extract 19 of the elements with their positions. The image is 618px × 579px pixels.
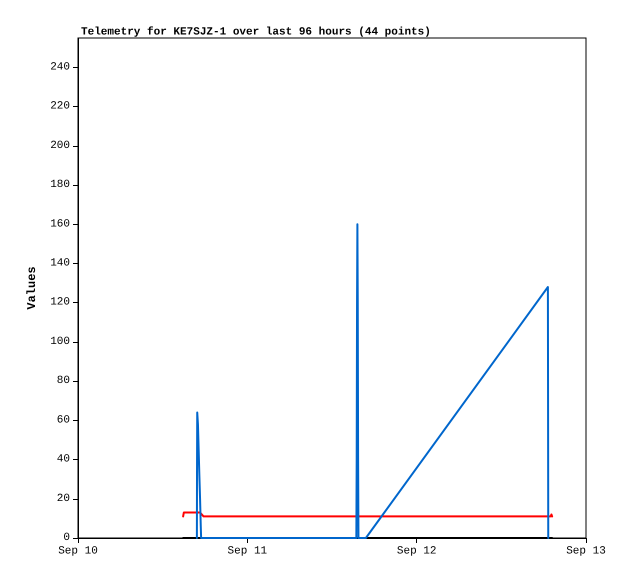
y-tick-label: 240	[50, 61, 70, 74]
y-tick-label: 200	[50, 140, 70, 152]
chart-title: Telemetry for KE7SJZ-1 over last 96 hours (44 points)	[81, 26, 431, 38]
y-tick-label: 80	[56, 375, 70, 388]
x-tick-label: Sep 10	[58, 546, 98, 558]
y-tick-label: 180	[50, 179, 70, 192]
y-tick-label: 0	[63, 532, 70, 544]
y-axis-title: Values	[25, 266, 39, 310]
y-tick-label: 160	[50, 218, 70, 230]
y-tick-label: 60	[56, 414, 70, 426]
y-tick-label: 20	[56, 492, 70, 505]
y-tick-label: 140	[50, 257, 70, 270]
y-tick-label: 120	[50, 296, 70, 309]
y-tick-label: 100	[50, 336, 70, 348]
x-tick-label: Sep 12	[396, 546, 436, 558]
x-tick-label: Sep 13	[566, 546, 606, 558]
x-tick-label: Sep 11	[228, 546, 268, 558]
y-tick-label: 40	[56, 454, 70, 466]
y-tick-label: 220	[50, 100, 70, 113]
